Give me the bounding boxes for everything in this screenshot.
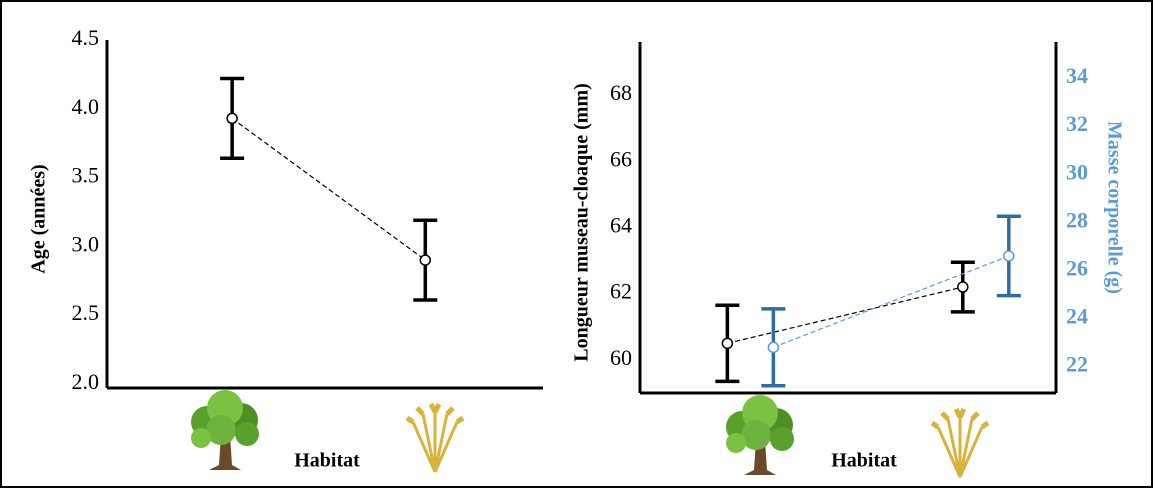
- mean-point: [721, 337, 734, 350]
- y2-tick-label: 22: [1066, 352, 1088, 377]
- y-tick-label: 4.5: [72, 25, 100, 50]
- y-tick-label: 68: [610, 80, 632, 105]
- tree-icon: [191, 390, 259, 470]
- y-axis-label: Age (années): [28, 164, 50, 273]
- y-tick-label: 2.5: [72, 300, 100, 325]
- y2-tick-label: 26: [1066, 255, 1088, 280]
- y-tick-label: 62: [610, 279, 632, 304]
- mean-point: [957, 281, 969, 293]
- y-tick-label: 4.0: [72, 94, 100, 119]
- y-tick-label: 3.0: [72, 231, 100, 256]
- y2-tick-label: 34: [1066, 63, 1088, 88]
- panel-age: 2.0 2.5 3.0 3.5 4.0 4.5 Habitat Age (années): [28, 25, 543, 472]
- y2-tick-label: 32: [1066, 111, 1088, 136]
- x-axis-label: Habitat: [294, 450, 360, 472]
- mean-point: [1003, 250, 1015, 262]
- y-tick-label: 60: [610, 345, 632, 370]
- y2-tick-label: 24: [1066, 304, 1088, 329]
- wheat-icon: [930, 407, 990, 478]
- mean-point: [226, 112, 238, 125]
- y-tick-label: 3.5: [72, 163, 100, 188]
- trend-line: [727, 286, 963, 344]
- tree-icon: [726, 395, 794, 475]
- x-axis-label: Habitat: [831, 450, 897, 472]
- panel-size: 60 62 64 66 68 22 24 26 28 30 32 34 Habitat Longueur …: [571, 42, 1125, 472]
- y2-tick-label: 30: [1066, 159, 1088, 184]
- y-tick-label: 66: [610, 146, 632, 171]
- mean-point: [419, 254, 432, 266]
- mean-point: [767, 341, 780, 354]
- y-axis-label: Longueur museau-cloaque (mm): [571, 83, 593, 362]
- wheat-icon: [405, 402, 465, 473]
- y-tick-label: 64: [610, 212, 632, 237]
- y-tick-label: 2.0: [72, 369, 100, 394]
- y2-tick-label: 28: [1066, 207, 1088, 232]
- trend-line: [773, 255, 1010, 348]
- y2-axis-label: Masse corporelle (g): [1103, 121, 1125, 294]
